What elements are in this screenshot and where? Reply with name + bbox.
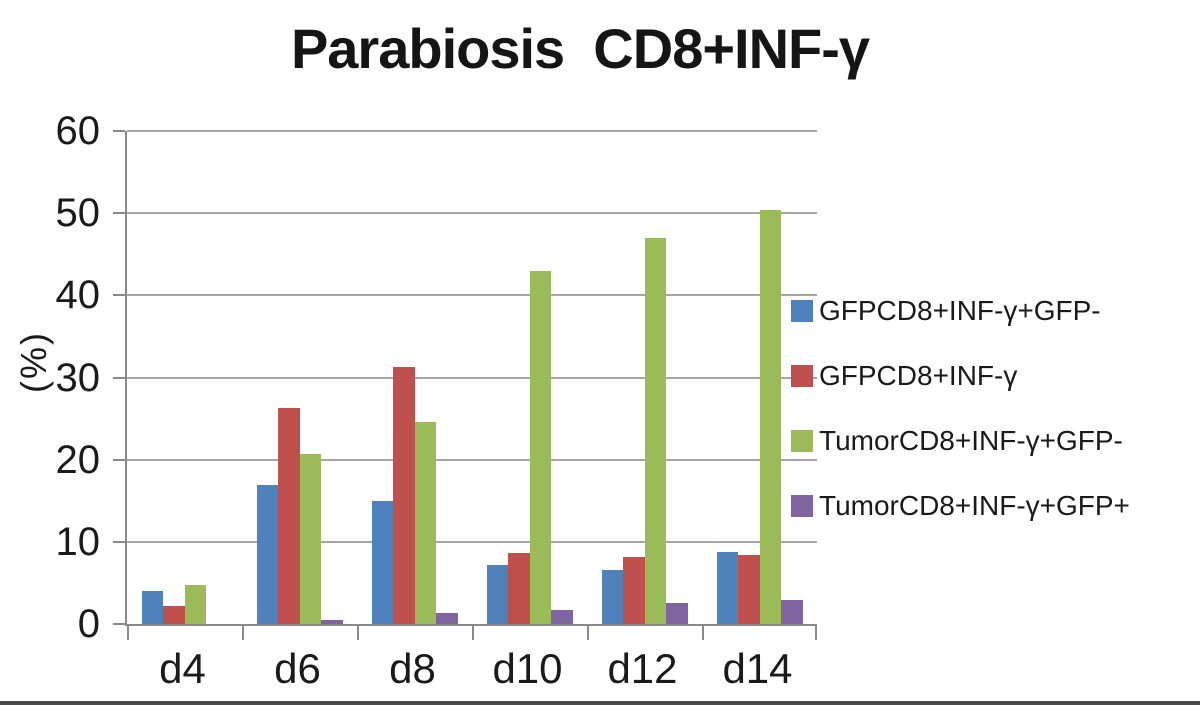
gridline — [127, 294, 817, 297]
bar — [414, 421, 436, 624]
bar — [666, 602, 688, 624]
x-tick-mark — [815, 626, 817, 640]
x-tick-mark — [242, 626, 244, 640]
gridline — [127, 458, 817, 461]
legend-label: GFPCD8+INF-γ — [819, 360, 1018, 391]
legend-item: GFPCD8+INF-γ — [791, 360, 1017, 391]
bar — [184, 584, 206, 624]
gridline — [127, 130, 817, 132]
y-tick-label: 20 — [55, 437, 101, 482]
y-tick-label: 50 — [55, 191, 101, 236]
bar — [436, 612, 458, 624]
y-tick-label: 10 — [55, 519, 101, 564]
bar — [256, 485, 278, 624]
y-tick-label: 40 — [55, 273, 101, 318]
bar — [644, 237, 666, 624]
legend-swatch — [791, 365, 813, 387]
legend-swatch — [791, 430, 813, 452]
y-tick-mark — [113, 458, 125, 461]
x-tick-mark — [357, 626, 359, 640]
y-tick-mark — [113, 130, 125, 132]
bar — [529, 270, 551, 624]
x-tick-label: d12 — [607, 645, 678, 692]
y-tick-mark — [113, 623, 125, 625]
bar — [623, 556, 645, 624]
bottom-rule — [0, 701, 1200, 705]
bar — [781, 600, 803, 624]
bar — [551, 610, 573, 624]
legend-item: TumorCD8+INF-γ+GFP- — [791, 425, 1123, 456]
bar — [508, 553, 530, 624]
bar — [738, 554, 760, 624]
bar — [299, 453, 321, 624]
y-tick-mark — [113, 376, 125, 379]
legend-label: GFPCD8+INF-γ+GFP- — [819, 295, 1101, 326]
gridline — [127, 212, 817, 215]
chart-title: Parabiosis CD8+INF-γ — [290, 17, 870, 80]
x-tick-label: d6 — [274, 645, 321, 692]
y-tick-label: 60 — [55, 109, 101, 153]
legend-item: TumorCD8+INF-γ+GFP+ — [791, 490, 1130, 521]
bar — [759, 209, 781, 624]
y-tick-label: 30 — [55, 355, 101, 400]
x-tick-label: d8 — [389, 645, 436, 692]
gridline — [127, 540, 817, 543]
bar — [321, 619, 343, 624]
legend-swatch — [791, 300, 813, 322]
bar — [393, 366, 415, 624]
x-tick-label: d4 — [159, 645, 206, 692]
legend-label: TumorCD8+INF-γ+GFP+ — [819, 490, 1130, 521]
bar — [278, 407, 300, 624]
y-tick-mark — [113, 540, 125, 543]
x-tick-mark — [127, 626, 129, 640]
y-tick-label: 0 — [77, 602, 100, 646]
legend-item: GFPCD8+INF-γ+GFP- — [791, 295, 1101, 326]
x-tick-label: d14 — [722, 645, 793, 692]
bar — [371, 500, 393, 624]
legend-label: TumorCD8+INF-γ+GFP- — [819, 425, 1123, 456]
x-tick-mark — [702, 626, 704, 640]
bar — [716, 551, 738, 624]
x-tick-label: d10 — [492, 645, 563, 692]
gridline — [127, 376, 817, 379]
plot-area — [113, 130, 817, 640]
bar — [601, 569, 623, 624]
y-tick-mark — [113, 212, 125, 215]
y-tick-mark — [113, 294, 125, 297]
bar — [141, 591, 163, 624]
legend-swatch — [791, 495, 813, 517]
bar — [486, 564, 508, 624]
x-tick-mark — [587, 626, 589, 640]
x-tick-mark — [472, 626, 474, 640]
bar — [163, 605, 185, 624]
